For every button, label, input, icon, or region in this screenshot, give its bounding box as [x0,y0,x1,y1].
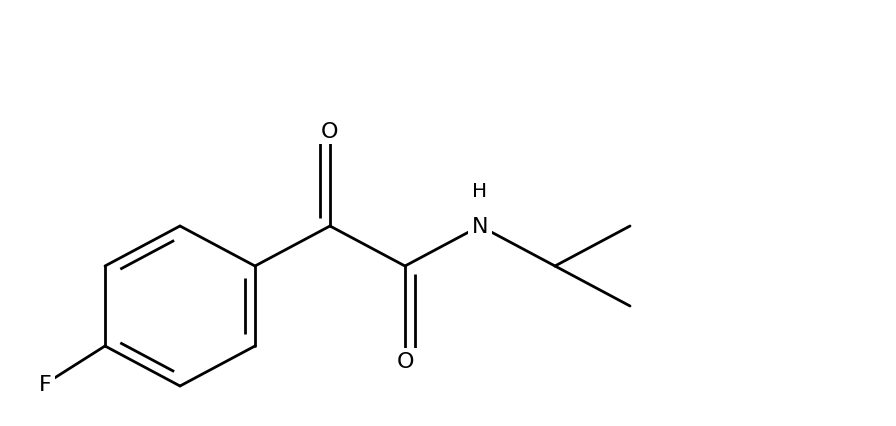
Text: O: O [322,122,339,142]
Text: O: O [396,351,414,371]
Text: H: H [472,182,487,201]
Text: F: F [39,374,51,394]
Text: N: N [472,216,488,236]
